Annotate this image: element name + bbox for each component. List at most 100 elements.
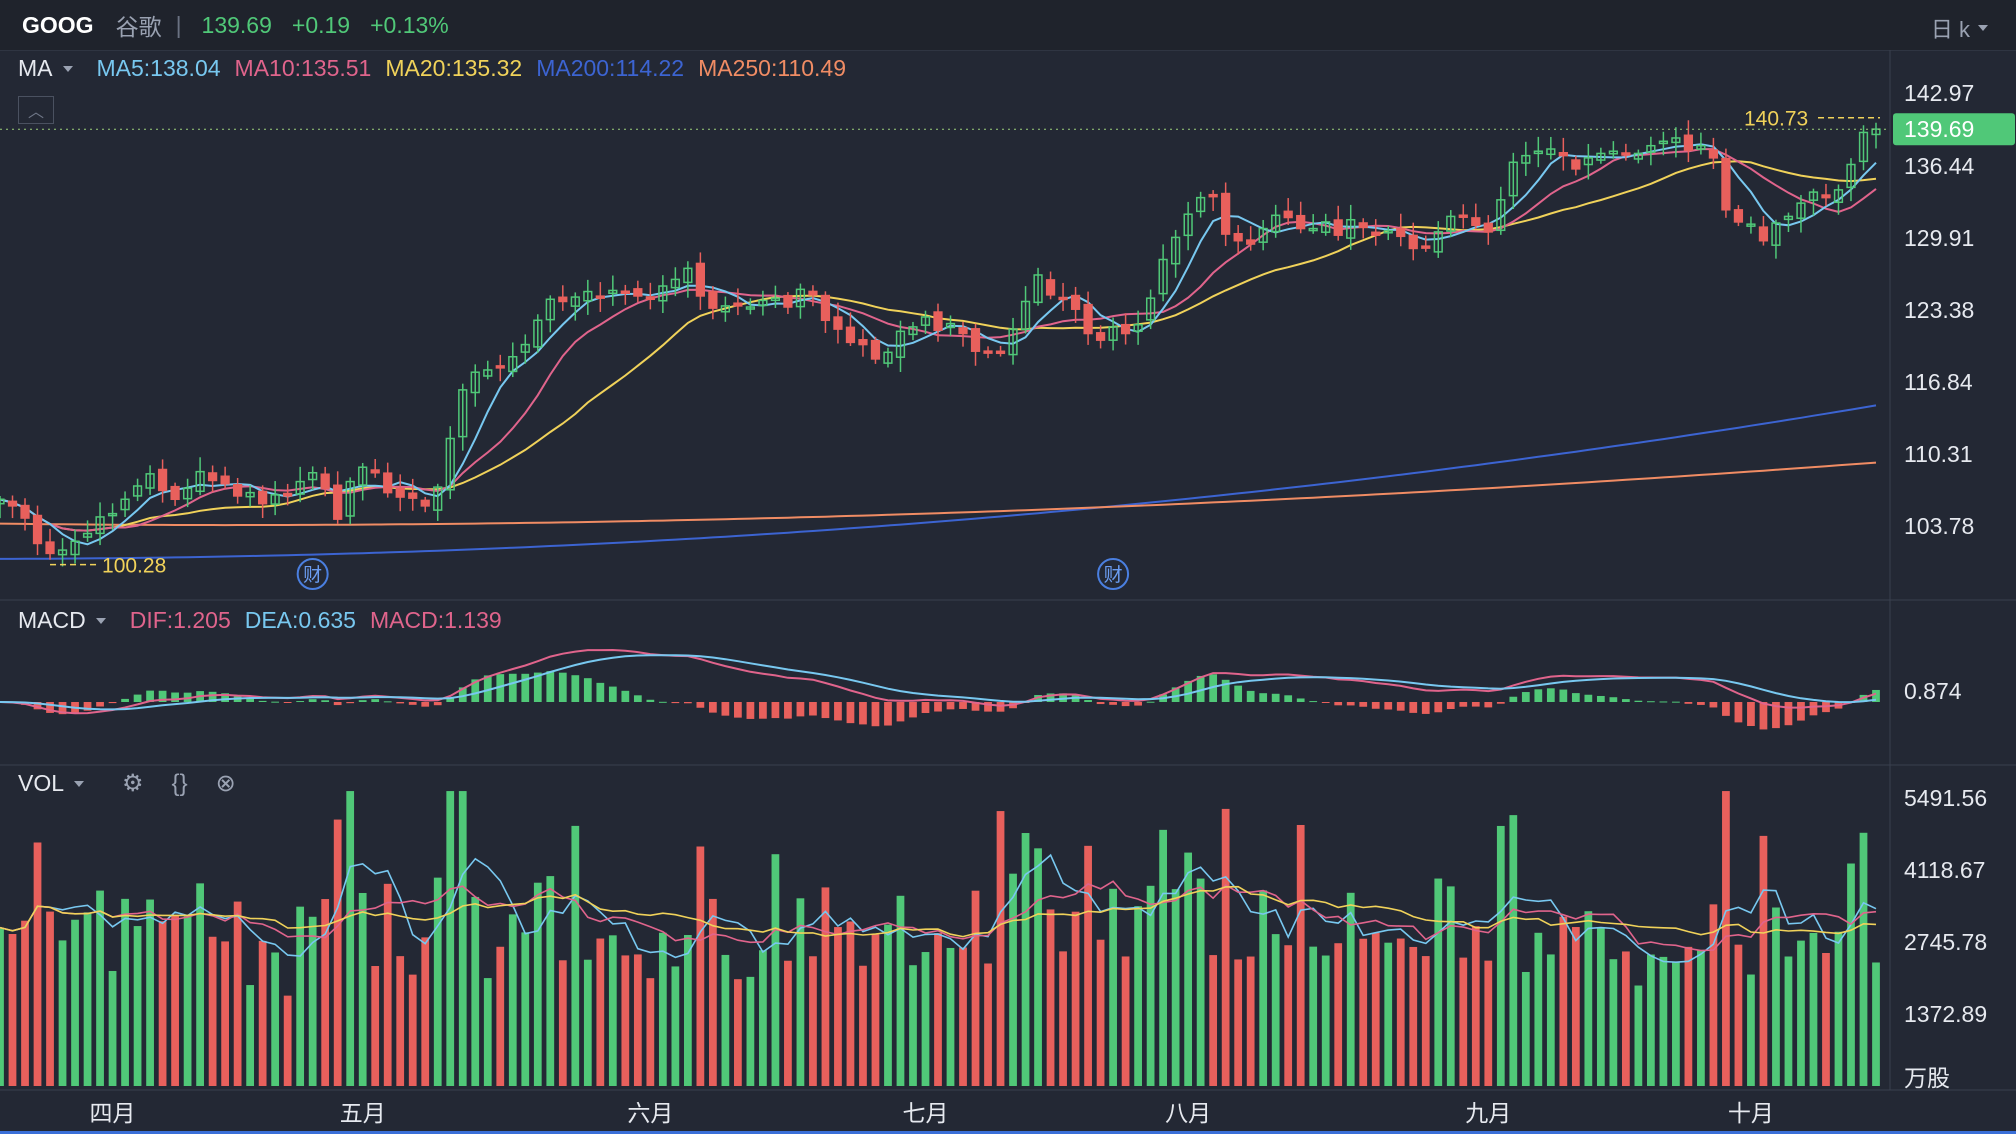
bottom-scroll-bar: [0, 1131, 2016, 1134]
volume-bar: [1496, 825, 1505, 1086]
macd-bar: [1584, 694, 1593, 702]
gear-icon[interactable]: ⚙: [122, 770, 144, 797]
candle-body: [345, 480, 355, 517]
volume-bar: [1396, 938, 1405, 1086]
candlestick: [1283, 198, 1293, 225]
candlestick: [908, 321, 918, 341]
macd-bar: [658, 701, 667, 703]
candle-body: [1646, 144, 1656, 153]
volume-bar: [1334, 943, 1343, 1086]
candle-body: [558, 296, 568, 303]
candle-body: [1658, 140, 1669, 145]
candle-body: [370, 469, 380, 474]
braces-icon[interactable]: {}: [171, 769, 188, 797]
month-label: 六月: [627, 1101, 673, 1127]
volume-bar: [709, 898, 717, 1086]
candle-body: [70, 540, 80, 556]
candlestick: [458, 383, 468, 451]
candlestick: [1808, 188, 1819, 216]
candle-body: [658, 285, 668, 302]
volume-bar: [533, 882, 542, 1086]
candlestick: [7, 495, 18, 519]
volume-bar: [1134, 906, 1142, 1086]
macd-bar: [171, 692, 179, 702]
candle-body: [983, 350, 993, 354]
close-icon[interactable]: ⊗: [215, 770, 236, 797]
candle-body: [1045, 279, 1056, 296]
volume-bar: [1471, 926, 1480, 1086]
macd-bar: [1496, 702, 1505, 704]
volume-bar: [1084, 845, 1092, 1086]
macd-indicator-selector[interactable]: MACD: [18, 607, 106, 634]
macd-bar: [46, 702, 54, 713]
volume-bar: [746, 976, 755, 1086]
vol-indicator-selector[interactable]: VOL: [18, 770, 85, 797]
candle-body: [795, 288, 806, 308]
ticker-symbol[interactable]: GOOG: [22, 11, 94, 38]
candle-body: [1208, 193, 1218, 198]
volume-bar: [8, 934, 17, 1086]
candlestick: [1433, 221, 1443, 258]
volume-bar: [658, 932, 667, 1086]
candle-body: [708, 291, 718, 309]
last-price-tag: [1893, 113, 2015, 146]
candlestick: [1408, 222, 1418, 261]
candlestick: [1671, 127, 1681, 158]
volume-bar: [83, 912, 92, 1086]
volume-bar: [121, 898, 129, 1086]
macd-bar: [146, 690, 154, 702]
candlestick: [858, 329, 868, 357]
volume-ma20-line: [0, 885, 1877, 938]
candlestick: [1033, 267, 1043, 306]
candlestick: [720, 296, 731, 322]
candlestick: [570, 292, 580, 321]
macd-bar: [96, 702, 104, 707]
candlestick: [1008, 317, 1018, 365]
macd-bar: [1034, 695, 1042, 702]
volume-bar: [146, 899, 154, 1086]
macd-bar: [909, 702, 917, 718]
candlestick: [1083, 291, 1093, 345]
macd-bar: [1384, 702, 1393, 710]
macd-bar: [508, 673, 517, 702]
volume-bar: [46, 911, 54, 1086]
candlestick: [620, 284, 630, 305]
candle-body: [1020, 300, 1031, 331]
macd-bar: [1459, 702, 1468, 707]
candlestick: [1646, 136, 1656, 166]
candle-body: [1758, 226, 1769, 242]
volume-bar: [971, 890, 980, 1086]
candlestick: [683, 261, 693, 298]
candle-body: [920, 316, 931, 326]
period-selector[interactable]: 日 k: [1931, 12, 1988, 44]
macd-bar: [734, 702, 742, 718]
candle-body: [1796, 202, 1806, 219]
volume-bar: [371, 966, 380, 1086]
candle-body: [1108, 326, 1118, 341]
collapse-button[interactable]: ︿: [18, 96, 54, 124]
volume-bar: [1659, 956, 1668, 1086]
volume-bar: [183, 916, 192, 1086]
candlestick: [95, 502, 105, 546]
candle-body: [232, 483, 243, 497]
candlestick: [1833, 184, 1844, 215]
candlestick: [708, 286, 718, 320]
candlestick: [1533, 136, 1543, 168]
candle-body: [1483, 222, 1493, 233]
volume-bar: [646, 978, 655, 1086]
high-price-marker: 140.73: [1744, 108, 1808, 131]
macd-bar: [859, 702, 867, 725]
volume-bar: [1296, 824, 1305, 1086]
candle-body: [1783, 215, 1794, 221]
volume-bar: [1146, 885, 1155, 1086]
volume-bar: [1546, 954, 1555, 1086]
volume-bar: [158, 921, 167, 1086]
candlestick: [1258, 219, 1268, 251]
candle-body: [1083, 303, 1093, 335]
ma-indicator-selector[interactable]: MA: [18, 55, 73, 82]
candlestick: [783, 292, 793, 314]
candlestick: [107, 503, 118, 530]
ma20-value: MA20:135.32: [385, 55, 523, 81]
candle-body: [1633, 152, 1644, 160]
